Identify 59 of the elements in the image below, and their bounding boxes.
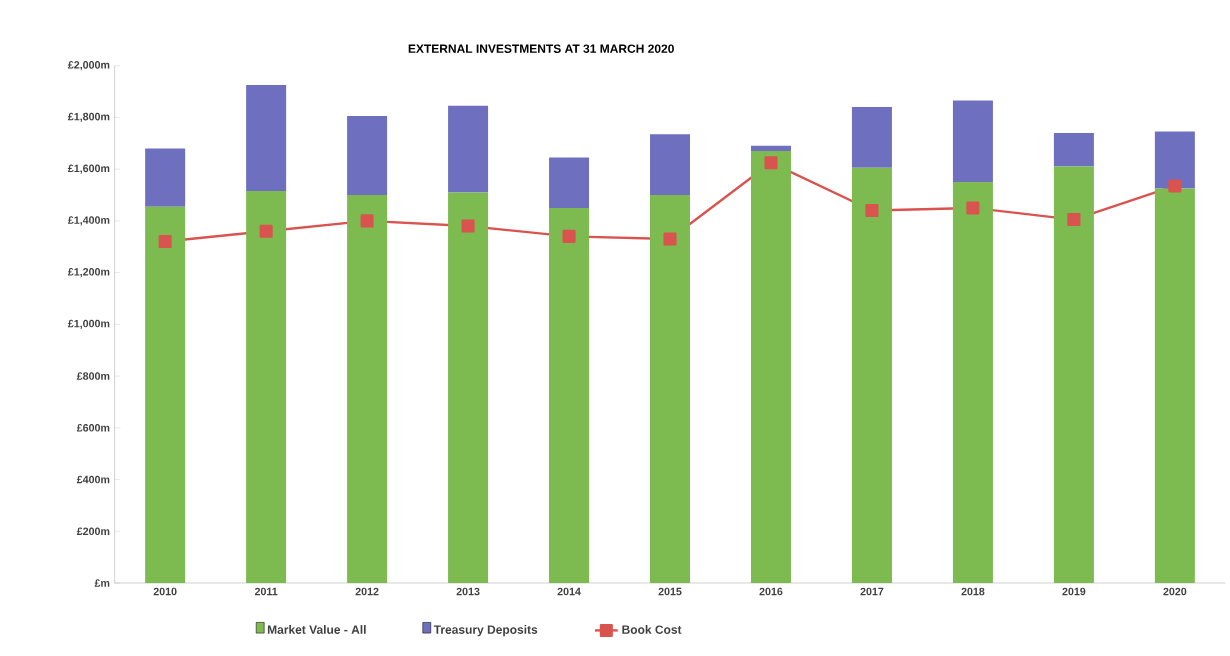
x-tick-label: 2018	[961, 587, 985, 596]
bar	[347, 116, 388, 195]
point	[663, 232, 677, 246]
bar	[1154, 131, 1195, 189]
x-tick-label: 2012	[355, 587, 379, 596]
y-tick-label: £1,000m	[67, 319, 110, 329]
bar	[1053, 132, 1094, 167]
point	[259, 224, 273, 238]
bar	[246, 85, 287, 192]
legend-label: Treasury Deposits	[433, 625, 538, 637]
y-tick-label: £1,800m	[67, 112, 110, 122]
bar	[448, 105, 489, 193]
y-tick-label: £2,000m	[67, 61, 110, 71]
x-tick-label: 2020	[1163, 587, 1187, 596]
x-tick-label: 2019	[1062, 587, 1086, 596]
bar	[448, 192, 489, 583]
legend-label: Market Value - All	[267, 625, 366, 634]
x-tick-label: 2016	[759, 587, 783, 596]
x-tick-label: 2014	[557, 587, 581, 596]
y-tick-label: £1,400m	[67, 216, 110, 226]
y-tick-label: £200m	[76, 527, 110, 536]
y-tick-label: £1,200m	[67, 268, 110, 278]
bar	[750, 145, 791, 152]
bar	[1154, 188, 1195, 583]
x-tick-label: 2013	[456, 587, 480, 596]
bar	[145, 206, 186, 583]
point	[461, 219, 475, 233]
bar	[246, 191, 287, 583]
x-tick-label: 2011	[254, 587, 278, 596]
point	[360, 214, 374, 228]
point	[562, 229, 576, 243]
y-tick-label: £800m	[76, 372, 110, 380]
point	[1168, 179, 1182, 193]
x-tick-label: 2010	[153, 587, 177, 596]
bar	[549, 207, 590, 583]
y-tick-label: £m	[94, 579, 110, 587]
bar	[952, 182, 993, 583]
point	[158, 235, 172, 249]
bar	[851, 167, 892, 583]
bar	[1053, 166, 1094, 583]
bar	[952, 100, 993, 183]
x-tick-label: 2015	[658, 587, 682, 596]
point	[764, 156, 778, 170]
bar	[750, 151, 791, 583]
bar	[549, 157, 590, 208]
point	[966, 201, 980, 215]
bar	[347, 194, 388, 583]
y-tick-label: £400m	[76, 475, 110, 484]
bar	[650, 134, 691, 195]
bar	[650, 194, 691, 583]
y-tick-label: £600m	[76, 424, 110, 432]
chart-title: EXTERNAL INVESTMENTS AT 31 MARCH 2020	[408, 44, 674, 53]
point	[865, 203, 879, 218]
point	[1067, 213, 1081, 227]
y-tick-label: £1,600m	[67, 164, 110, 174]
bar	[851, 107, 892, 168]
bar	[145, 148, 186, 207]
x-tick-label: 2017	[860, 587, 884, 596]
legend-label: Book Cost	[622, 625, 682, 634]
